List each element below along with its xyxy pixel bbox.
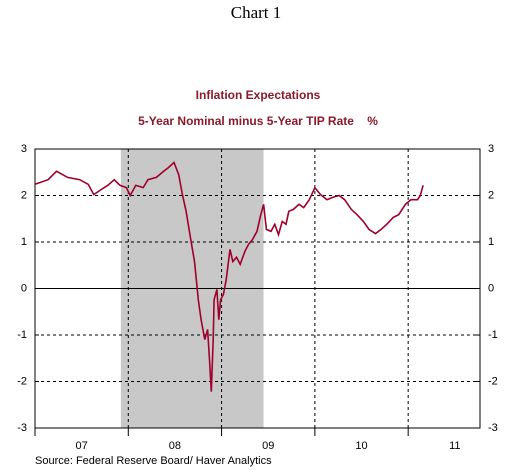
y2-tick-label: -2	[488, 375, 498, 387]
plot-frame	[34, 148, 481, 429]
y-tick-label: -1	[17, 329, 27, 341]
y2-tick-label: 3	[488, 143, 494, 155]
page-header: Chart 1	[231, 3, 282, 22]
y-tick-label: 3	[21, 143, 27, 155]
x-tick-label: 10	[355, 440, 367, 452]
y-tick-label: -2	[17, 375, 27, 387]
x-tick-label: 07	[76, 440, 88, 452]
y2-tick-label: 0	[488, 282, 494, 294]
y2-tick-label: 1	[488, 236, 494, 248]
y-tick-label: -3	[17, 422, 27, 434]
y2-tick-label: -3	[488, 422, 498, 434]
chart-subtitle: 5-Year Nominal minus 5-Year TIP Rate %	[138, 114, 378, 128]
x-tick-label: 11	[449, 440, 460, 452]
chart-title: Inflation Expectations	[196, 88, 321, 102]
y2-tick-label: -1	[488, 329, 498, 341]
y-tick-label: 1	[21, 236, 27, 248]
x-tick-label: 09	[262, 440, 274, 452]
x-tick-label: 08	[169, 440, 181, 452]
y-tick-label: 2	[21, 189, 27, 201]
y-tick-label: 0	[21, 282, 27, 294]
data-line	[34, 161, 424, 392]
source-note: Source: Federal Reserve Board/ Haver Ana…	[35, 455, 272, 467]
y2-tick-label: 2	[488, 189, 494, 201]
